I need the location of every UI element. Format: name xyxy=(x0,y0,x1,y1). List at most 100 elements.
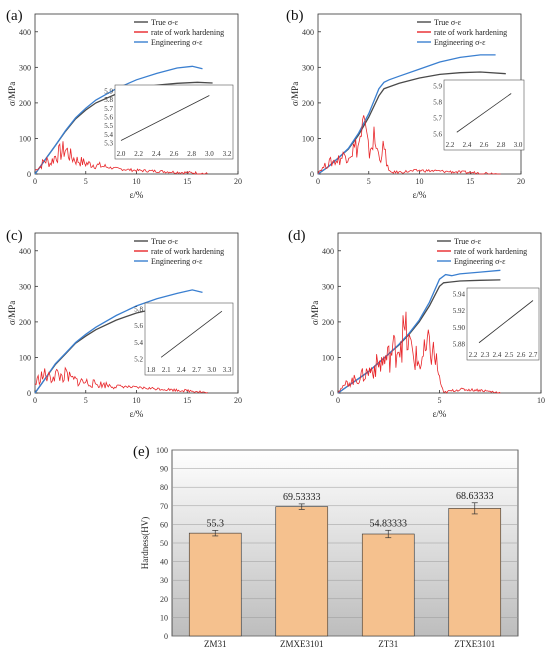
work-hardening-rate-curve xyxy=(34,366,208,394)
x-axis-label: ε/% xyxy=(130,409,144,419)
y-tick-label: 100 xyxy=(19,353,31,362)
x-tick-label: 15 xyxy=(183,177,191,186)
chart-panel-b: (b) 0 100 200 300 400 0 5 10 15 20 ε/% σ/MPa True σ-ε… xyxy=(286,8,525,200)
x-tick-label: 10 xyxy=(537,396,545,405)
inset-y-tick-label: 5.6 xyxy=(433,131,442,139)
chart-panel-e: (e) 0 10 20 30 40 50 60 70 80 90 100 Hardness(HV) 55.… xyxy=(133,444,519,649)
inset-y-tick-label: 5.3 xyxy=(104,140,113,148)
legend-label: True σ-ε xyxy=(434,18,462,27)
inset-x-tick-label: 2.2 xyxy=(134,150,143,158)
inset-x-tick-label: 3.2 xyxy=(223,150,232,158)
x-tick-label: 0 xyxy=(33,396,37,405)
legend-label: Engineering σ-ε xyxy=(151,257,203,266)
x-tick-label: ZT31 xyxy=(378,639,398,649)
y-tick-label: 300 xyxy=(19,63,31,72)
inset-x-tick-label: 1.8 xyxy=(147,366,156,374)
inset-y-tick-label: 5.7 xyxy=(433,115,442,123)
legend-label: rate of work hardening xyxy=(434,28,507,37)
x-tick-label: 10 xyxy=(416,177,424,186)
inset-y-tick-label: 5.8 xyxy=(134,306,143,314)
y-tick-label: 0 xyxy=(330,389,334,398)
y-tick-label: 200 xyxy=(302,99,314,108)
engineering-stress-strain-curve xyxy=(34,289,203,394)
inset-x-tick-label: 2.8 xyxy=(497,141,506,149)
x-axis-label: ε/% xyxy=(433,409,447,419)
x-tick-label: 5 xyxy=(84,396,88,405)
y-tick-label: 300 xyxy=(322,282,334,291)
inset-x-tick-label: 2.2 xyxy=(469,351,478,359)
bar xyxy=(275,506,329,637)
y-tick-label: 70 xyxy=(160,502,168,511)
y-tick-label: 200 xyxy=(19,99,31,108)
inset-x-tick-label: 2.3 xyxy=(481,351,490,359)
y-tick-label: 60 xyxy=(160,520,168,529)
inset-x-tick-label: 2.4 xyxy=(463,141,472,149)
y-tick-label: 100 xyxy=(156,446,168,455)
x-tick-label: 5 xyxy=(84,177,88,186)
engineering-stress-strain-curve xyxy=(337,269,501,394)
x-tick-label: 20 xyxy=(517,177,525,186)
inset-y-tick-label: 5.92 xyxy=(453,307,466,315)
inset-y-tick-label: 5.9 xyxy=(433,83,442,91)
panel-label: (e) xyxy=(133,444,150,460)
legend-label: True σ-ε xyxy=(454,237,482,246)
work-hardening-rate-curve xyxy=(337,311,501,394)
legend-label: rate of work hardening xyxy=(151,247,224,256)
x-tick-label: ZM31 xyxy=(204,639,227,649)
inset-y-tick-label: 5.4 xyxy=(134,339,143,347)
bar xyxy=(361,533,415,637)
work-hardening-rate-curve xyxy=(317,115,501,175)
y-axis-label: σ/MPa xyxy=(310,301,320,325)
inset-y-tick-label: 5.8 xyxy=(104,96,113,104)
legend-label: Engineering σ-ε xyxy=(454,257,506,266)
inset-frame xyxy=(144,302,234,376)
y-tick-label: 0 xyxy=(164,632,168,641)
legend-label: Engineering σ-ε xyxy=(151,38,203,47)
inset-x-tick-label: 2.4 xyxy=(152,150,161,158)
y-tick-label: 0 xyxy=(310,170,314,179)
x-tick-label: 0 xyxy=(336,396,340,405)
y-tick-label: 10 xyxy=(160,613,168,622)
x-tick-label: 20 xyxy=(234,396,242,405)
inset-x-tick-label: 3.0 xyxy=(205,150,214,158)
x-tick-label: 10 xyxy=(133,177,141,186)
y-tick-label: 300 xyxy=(302,63,314,72)
x-tick-label: ZTXE3101 xyxy=(454,639,495,649)
y-tick-label: 0 xyxy=(27,389,31,398)
panel-label: (c) xyxy=(6,228,23,244)
y-axis-label: σ/MPa xyxy=(7,82,17,106)
y-tick-label: 30 xyxy=(160,576,168,585)
inset-x-tick-label: 2.7 xyxy=(529,351,538,359)
data-label: 68.63333 xyxy=(456,491,494,502)
legend-label: rate of work hardening xyxy=(454,247,527,256)
x-axis-label: ε/% xyxy=(413,190,427,200)
y-tick-label: 300 xyxy=(19,282,31,291)
legend-label: rate of work hardening xyxy=(151,28,224,37)
inset-y-tick-label: 5.6 xyxy=(104,114,113,122)
y-tick-label: 0 xyxy=(27,170,31,179)
bar xyxy=(448,508,502,637)
y-axis-label: σ/MPa xyxy=(290,82,300,106)
work-hardening-rate-curve xyxy=(34,141,208,175)
inset-fit-line xyxy=(478,300,534,344)
inset-x-tick-label: 2.4 xyxy=(177,366,186,374)
inset-frame xyxy=(443,79,525,151)
inset-x-tick-label: 2.5 xyxy=(505,351,514,359)
inset-x-tick-label: 2.4 xyxy=(493,351,502,359)
bar xyxy=(188,532,242,637)
data-label: 69.53333 xyxy=(283,492,321,503)
y-tick-label: 50 xyxy=(160,539,168,548)
y-tick-label: 100 xyxy=(19,134,31,143)
inset-x-tick-label: 3.3 xyxy=(223,366,232,374)
inset-y-tick-label: 5.90 xyxy=(453,324,466,332)
x-axis-label: ε/% xyxy=(130,190,144,200)
inset-x-tick-label: 2.6 xyxy=(480,141,489,149)
inset-fit-line xyxy=(456,93,512,133)
y-tick-label: 200 xyxy=(19,318,31,327)
inset-y-tick-label: 5.2 xyxy=(134,356,143,364)
x-tick-label: ZMXE3101 xyxy=(280,639,324,649)
y-tick-label: 400 xyxy=(19,247,31,256)
x-tick-label: 15 xyxy=(466,177,474,186)
y-tick-label: 100 xyxy=(302,134,314,143)
inset-x-tick-label: 2.1 xyxy=(162,366,171,374)
